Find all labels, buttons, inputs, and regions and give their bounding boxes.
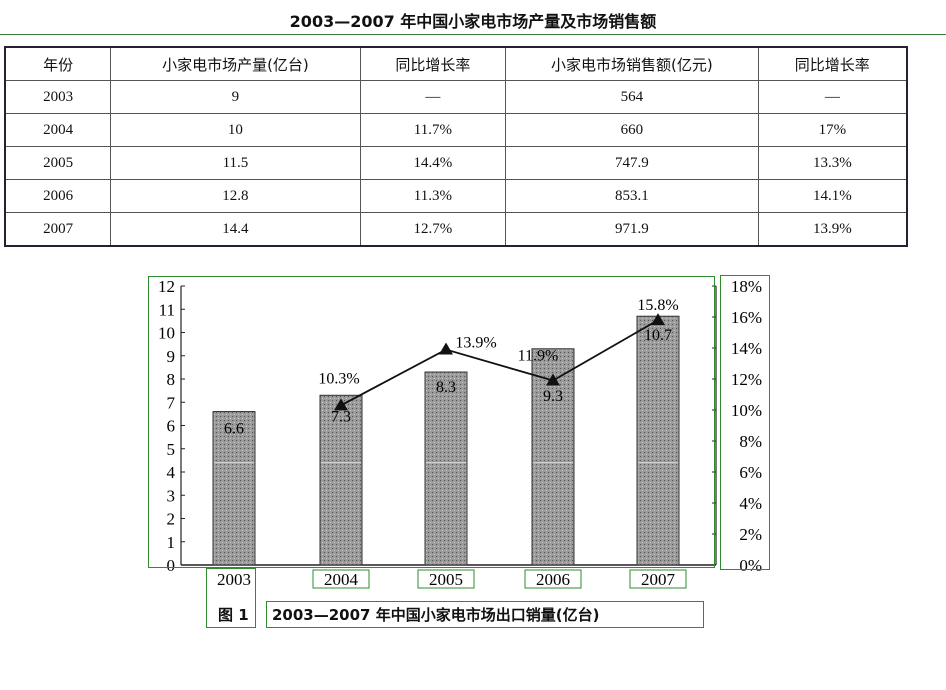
figure-label: 图 1 [218, 606, 249, 624]
table-cell: 971.9 [505, 212, 759, 247]
bar [636, 315, 680, 566]
table-cell: 17% [757, 113, 908, 147]
table-row: 2007 14.4 12.7% 971.9 13.9% [4, 212, 908, 247]
left-tick-label: 11 [159, 300, 175, 319]
column-header: 小家电市场销售额(亿元) [505, 46, 759, 81]
line-label: 15.8% [637, 297, 678, 314]
table-cell: 660 [505, 113, 759, 147]
left-tick-label: 0 [167, 556, 176, 575]
category-frame [629, 569, 687, 589]
bar-label: 8.3 [436, 379, 456, 396]
bar [319, 394, 363, 566]
column-header: 同比增长率 [757, 46, 908, 81]
left-tick-label: 1 [167, 533, 176, 552]
growth-line [340, 319, 659, 407]
right-tick-label: 8% [739, 432, 762, 451]
right-tick-label: 16% [731, 308, 762, 327]
category-frame [312, 569, 370, 589]
right-tick-label: 6% [739, 463, 762, 482]
left-tick-label: 3 [167, 486, 176, 505]
table-cell: 13.9% [757, 212, 908, 247]
data-table: 年份 小家电市场产量(亿台) 同比增长率 小家电市场销售额(亿元) 同比增长率 2003… [4, 46, 908, 247]
bar [212, 411, 256, 566]
line-label: 10.3% [318, 370, 359, 387]
table-cell: 2004 [4, 113, 112, 147]
table-cell: 2005 [4, 146, 112, 180]
figure-label-frame [206, 568, 256, 628]
line-marker [546, 373, 560, 386]
left-tick-label: 5 [167, 440, 176, 459]
right-tick-label: 0% [739, 556, 762, 575]
right-tick-label: 10% [731, 401, 762, 420]
table-cell: 11.7% [359, 113, 507, 147]
right-axis-frame [720, 275, 770, 570]
line-marker [334, 398, 348, 411]
right-tick-label: 4% [739, 494, 762, 513]
x-tick-label: 2003 [217, 570, 251, 589]
left-tick-label: 10 [158, 324, 175, 343]
table-cell: 2006 [4, 179, 112, 213]
right-tick-label: 2% [739, 525, 762, 544]
column-header: 年份 [4, 46, 112, 81]
table-cell: 12.7% [359, 212, 507, 247]
table-cell: 14.1% [757, 179, 908, 213]
table-cell: 853.1 [505, 179, 759, 213]
left-tick-label: 9 [167, 347, 176, 366]
x-tick-label: 2004 [324, 570, 359, 589]
left-tick-label: 6 [167, 417, 176, 436]
table-cell: 14.4 [110, 212, 361, 247]
table-row: 2006 12.8 11.3% 853.1 14.1% [4, 179, 908, 213]
x-tick-label: 2005 [429, 570, 463, 589]
table-cell: 11.3% [359, 179, 507, 213]
right-tick-label: 18% [731, 277, 762, 296]
left-tick-label: 4 [167, 463, 176, 482]
x-tick-label: 2006 [536, 570, 570, 589]
chart-title: 2003—2007 年中国小家电市场出口销量(亿台) [272, 606, 600, 624]
line-label: 13.9% [455, 335, 496, 352]
table-row: 2004 10 11.7% 660 17% [4, 113, 908, 147]
table-cell: 2003 [4, 80, 112, 114]
category-frame [417, 569, 475, 589]
left-tick-label: 12 [158, 277, 175, 296]
table-cell: 12.8 [110, 179, 361, 213]
table-cell: 13.3% [757, 146, 908, 180]
bar [424, 371, 468, 566]
table-cell: — [757, 80, 908, 114]
bar-label: 9.3 [543, 388, 563, 405]
divider [0, 34, 946, 35]
line-label: 11.9% [518, 348, 559, 365]
plot-frame [148, 276, 715, 568]
table-cell: 11.5 [110, 146, 361, 180]
right-tick-label: 12% [731, 370, 762, 389]
table-row: 2005 11.5 14.4% 747.9 13.3% [4, 146, 908, 180]
bar-label: 6.6 [224, 421, 244, 438]
table-cell: 10 [110, 113, 361, 147]
left-tick-label: 2 [167, 510, 176, 529]
bar-label: 7.3 [331, 408, 351, 425]
x-tick-label: 2007 [641, 570, 676, 589]
category-frame [524, 569, 582, 589]
table-title: 2003—2007 年中国小家电市场产量及市场销售额 [289, 12, 657, 31]
line-marker [439, 342, 453, 355]
table-cell: 14.4% [359, 146, 507, 180]
left-tick-label: 8 [167, 370, 176, 389]
column-header: 同比增长率 [359, 46, 507, 81]
left-tick-label: 7 [167, 393, 176, 412]
caption-frame [266, 601, 704, 628]
line-marker [651, 313, 665, 326]
bar-label: 10.7 [644, 327, 672, 344]
right-tick-label: 14% [731, 339, 762, 358]
